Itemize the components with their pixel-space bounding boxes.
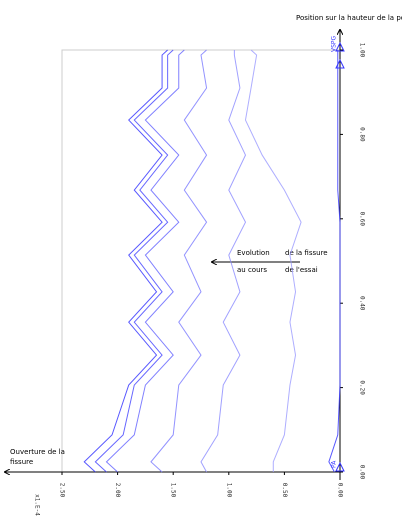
series-line [200,50,247,473]
annotation: PA [331,460,338,468]
series-line [150,49,208,473]
annotation: VSPG [331,35,338,52]
x-tick-label: 0.00 [337,483,344,498]
annotation: de la fissure [285,249,328,257]
y-tick-label: 0.40 [359,296,366,311]
annotation: Evolution [237,249,270,257]
marker-icon [335,461,345,472]
annotation: au cours [237,266,267,274]
series-line [83,49,168,473]
y-tick-label: 0.00 [359,465,366,480]
x-tick-label: 2.50 [59,483,66,498]
y-tick-label: 1.00 [359,43,366,58]
annotation: de l'essai [285,266,318,274]
multiplier: x1.E-4 [34,494,41,516]
series-line [94,49,174,473]
x-tick-label: 0.50 [281,483,288,498]
series-line [328,50,341,473]
y-tick-label: 0.80 [359,127,366,142]
plot-frame [61,49,341,473]
x-axis-title: Ouverture de la fissure [10,448,65,466]
y-tick-label: 0.20 [359,380,366,395]
y-tick-label: 0.60 [359,212,366,227]
series-line [244,49,302,472]
x-tick-label: 1.00 [225,483,232,498]
series-line [105,49,185,473]
x-tick-label: 2.00 [114,483,121,498]
y-axis-title: Position sur la hauteur de la poutre [296,14,402,22]
x-tick-label: 1.50 [170,483,177,498]
